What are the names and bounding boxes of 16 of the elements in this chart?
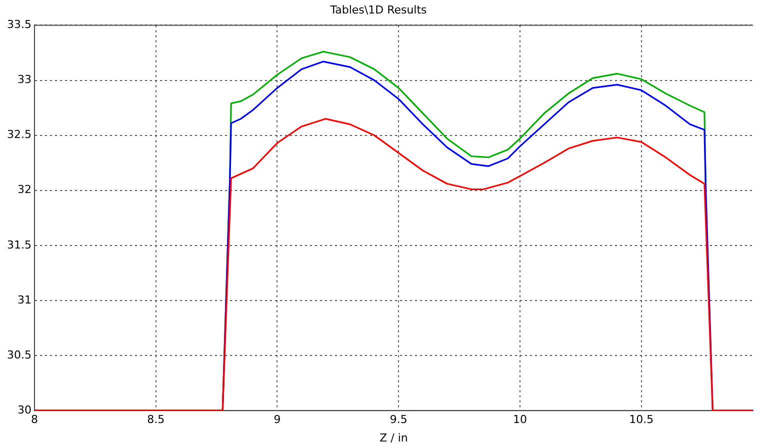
y-tick-label: 30 bbox=[17, 403, 32, 416]
chart-title: Tables\1D Results bbox=[329, 3, 428, 16]
x-tick-label: 9 bbox=[274, 413, 281, 426]
y-tick-label: 31.5 bbox=[6, 238, 32, 252]
x-tick-label: 8.5 bbox=[147, 413, 165, 426]
x-tick-label: 10.5 bbox=[629, 413, 654, 426]
x-axis-title: Z / in bbox=[380, 431, 408, 444]
y-tick-label: 33.5 bbox=[6, 18, 32, 32]
y-tick-label: 32.5 bbox=[6, 128, 32, 142]
y-tick-label: 31 bbox=[17, 293, 32, 306]
y-tick-label: 32 bbox=[17, 183, 32, 196]
x-tick-label: 10 bbox=[512, 413, 527, 426]
x-tick-label: 8 bbox=[30, 413, 38, 426]
y-tick-label: 33 bbox=[17, 73, 32, 86]
y-tick-label: 30.5 bbox=[6, 348, 32, 362]
x-tick-label: 9.5 bbox=[390, 413, 408, 426]
